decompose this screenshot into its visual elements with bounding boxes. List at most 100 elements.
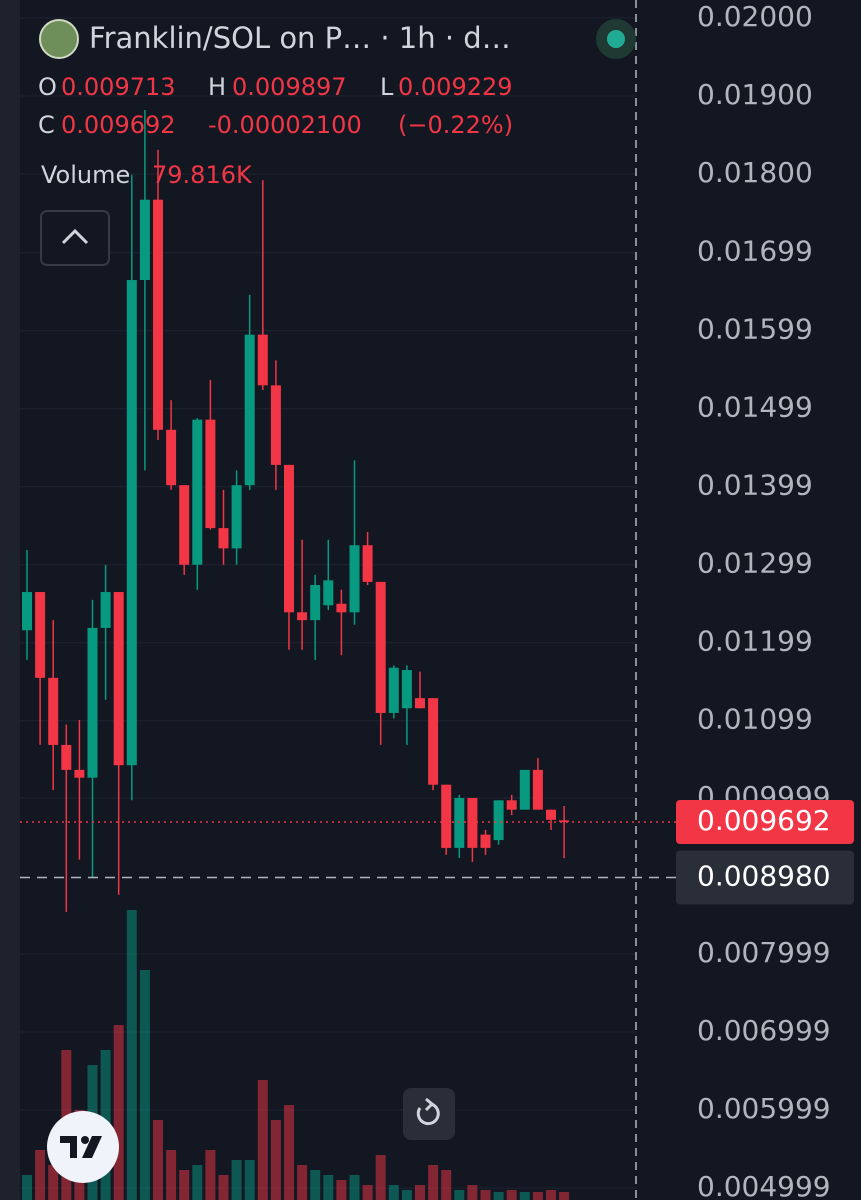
candle-body [349, 545, 360, 613]
volume-bar [323, 1175, 334, 1200]
candle-body [153, 199, 163, 430]
volume-bar [113, 1025, 124, 1200]
candle-body [74, 769, 85, 778]
chevron-up-icon [61, 228, 89, 245]
y-tick-label: 0.01399 [697, 469, 813, 502]
collapse-button[interactable] [40, 210, 110, 266]
volume-bar [428, 1165, 439, 1200]
token-icon [39, 19, 79, 59]
candle-body [506, 800, 517, 810]
marker-label: 0.008980 [697, 860, 831, 893]
candle-body [139, 199, 150, 281]
candle-body [388, 667, 399, 713]
low-letter: L [380, 73, 394, 101]
y-tick-label: 0.02000 [697, 0, 813, 33]
volume-bar [218, 1175, 229, 1200]
volume-bar [336, 1180, 347, 1200]
candle-body [415, 698, 425, 709]
side-panel [0, 0, 20, 1200]
logo-disc[interactable] [47, 1111, 119, 1183]
close-letter: C [38, 111, 55, 139]
candle-body [231, 485, 242, 549]
candle-body [179, 485, 190, 565]
candle-body [100, 592, 111, 628]
candle-body [35, 592, 46, 678]
candle-body [532, 769, 543, 810]
volume-bar [35, 1150, 46, 1200]
candle-body [297, 612, 308, 621]
candle-body [441, 784, 452, 848]
volume-bar [467, 1185, 478, 1200]
candle-body [48, 677, 59, 745]
volume-bar [48, 1165, 59, 1200]
candle-body [454, 797, 465, 848]
y-tick-label: 0.01699 [697, 235, 813, 268]
candle-body [428, 698, 439, 785]
y-tick-label: 0.01299 [697, 547, 813, 580]
candle-body [218, 528, 229, 549]
candle-body [323, 580, 334, 606]
candle-body [270, 385, 281, 465]
volume-bar [205, 1150, 216, 1200]
volume-bar [506, 1190, 517, 1200]
candle-body [559, 820, 570, 822]
candle-body [480, 834, 491, 848]
button-frame[interactable] [40, 210, 110, 266]
candle-body [192, 419, 203, 565]
change-percent: (−0.22%) [398, 111, 513, 139]
volume-bar [546, 1190, 556, 1200]
open-letter: O [38, 73, 57, 101]
volume-bar [388, 1185, 399, 1200]
volume-bar [493, 1192, 504, 1200]
y-tick-label: 0.005999 [697, 1092, 831, 1125]
candle-body [284, 464, 294, 613]
candle-body [519, 769, 530, 810]
y-tick-label: 0.01199 [697, 625, 813, 658]
y-tick-label: 0.01900 [697, 78, 813, 111]
last-price-box [676, 799, 854, 844]
candle-body [166, 429, 177, 486]
volume-bar [22, 1175, 32, 1200]
volume-bar [310, 1170, 321, 1200]
volume-bar [192, 1165, 203, 1200]
volume-bar [270, 1120, 281, 1200]
close-value: 0.009692 [61, 111, 176, 139]
y-tick-label: 0.01499 [697, 391, 813, 424]
candle-body [126, 280, 137, 766]
candle-body [375, 581, 386, 713]
volume-bar [441, 1170, 452, 1200]
candle-body [87, 627, 98, 778]
candle-body [336, 603, 347, 613]
chart-title: Franklin/SOL on P… · 1h · d… [89, 21, 511, 55]
volume-bar [362, 1185, 373, 1200]
high-value: 0.009897 [232, 73, 347, 101]
button-frame[interactable] [403, 1088, 455, 1140]
reset-arrow [424, 1097, 435, 1112]
candle-body [257, 334, 268, 386]
candle-body [61, 744, 72, 770]
volume-bar [179, 1170, 190, 1200]
volume-bar [401, 1190, 412, 1200]
candle-body [467, 797, 478, 848]
candle-body [401, 670, 412, 709]
volume-bar [349, 1175, 360, 1200]
candle-body [362, 545, 373, 582]
y-tick-label: 0.01800 [697, 156, 813, 189]
candle-body [205, 419, 216, 529]
candle-body [546, 809, 556, 820]
candle-body [310, 585, 321, 621]
volume-bar [415, 1185, 425, 1200]
y-tick-label: 0.01099 [697, 703, 813, 736]
volume-bar [244, 1160, 255, 1200]
marker-box [676, 850, 854, 905]
reset-icon [416, 1102, 440, 1126]
last-price-label: 0.009692 [697, 804, 831, 837]
reset-button[interactable] [403, 1088, 455, 1140]
volume-bar [559, 1192, 570, 1200]
volume-bar [454, 1190, 465, 1200]
candle-body [493, 800, 504, 841]
price-axis: 0.02000 0.01900 0.01800 0.01699 0.01599 0.014… [676, 0, 854, 1200]
logo[interactable] [47, 1111, 119, 1183]
